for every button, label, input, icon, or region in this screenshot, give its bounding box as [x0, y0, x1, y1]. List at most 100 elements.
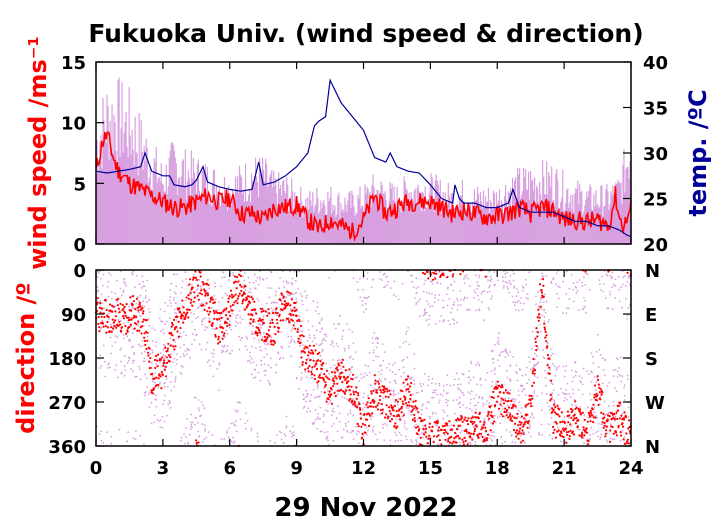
mean-direction-point: [135, 315, 138, 318]
direction-sample-point: [189, 290, 192, 293]
direction-sample-point: [153, 414, 156, 417]
direction-sample-point: [461, 392, 464, 394]
direction-sample-point: [320, 372, 322, 375]
direction-sample-point: [309, 400, 312, 403]
mean-direction-point: [197, 298, 200, 301]
direction-sample-point: [337, 345, 339, 348]
direction-sample-point: [460, 429, 463, 432]
mean-direction-point: [507, 406, 511, 409]
direction-sample-point: [516, 379, 519, 382]
mean-direction-point: [364, 431, 367, 434]
direction-sample-point: [375, 355, 377, 358]
direction-sample-point: [132, 437, 135, 440]
mean-direction-point: [234, 275, 237, 278]
direction-sample-point: [415, 287, 418, 290]
direction-sample-point: [290, 329, 293, 332]
compass-tick-label: N: [645, 437, 660, 458]
direction-sample-point: [435, 412, 437, 415]
mean-direction-point: [459, 418, 462, 421]
mean-direction-point: [363, 413, 366, 416]
mean-direction-point: [566, 410, 570, 413]
mean-direction-point: [514, 422, 517, 425]
mean-direction-point: [529, 399, 532, 402]
direction-sample-point: [135, 375, 138, 378]
mean-direction-point: [513, 416, 516, 419]
direction-sample-point: [520, 407, 523, 409]
direction-sample-point: [361, 300, 364, 302]
mean-direction-point: [470, 417, 473, 420]
mean-direction-point: [213, 312, 216, 315]
direction-sample-point: [500, 351, 502, 354]
mean-direction-point: [572, 419, 575, 422]
direction-sample-point: [329, 366, 332, 369]
direction-sample-point: [167, 403, 170, 406]
mean-direction-point: [552, 431, 555, 434]
direction-sample-point: [209, 364, 212, 367]
mean-direction-point: [555, 422, 558, 425]
direction-sample-point: [348, 357, 351, 359]
mean-direction-point: [262, 322, 265, 325]
mean-direction-point: [99, 301, 102, 305]
direction-sample-point: [266, 342, 269, 345]
direction-sample-point: [589, 438, 591, 441]
direction-sample-point: [438, 271, 441, 273]
mean-direction-point: [553, 428, 556, 431]
direction-sample-point: [501, 405, 504, 408]
direction-sample-point: [407, 270, 409, 273]
direction-sample-point: [206, 361, 209, 364]
direction-sample-point: [369, 384, 372, 387]
mean-direction-point: [549, 393, 552, 397]
direction-sample-point: [249, 288, 252, 290]
direction-tick-label: 270: [48, 393, 86, 414]
direction-sample-point: [246, 348, 249, 351]
direction-sample-point: [360, 377, 363, 379]
direction-sample-point: [606, 385, 609, 387]
mean-direction-point: [500, 397, 503, 400]
direction-tick-label: 0: [73, 261, 86, 282]
mean-direction-point: [590, 411, 593, 414]
direction-sample-point: [431, 397, 433, 399]
direction-sample-point: [385, 276, 388, 278]
date-label: 29 Nov 2022: [274, 493, 457, 523]
direction-sample-point: [350, 366, 353, 368]
direction-sample-point: [360, 373, 363, 376]
direction-sample-point: [382, 273, 385, 276]
direction-sample-point: [534, 358, 537, 361]
mean-direction-point: [510, 399, 513, 403]
direction-sample-point: [612, 401, 615, 403]
direction-sample-point: [488, 286, 491, 289]
mean-direction-point: [514, 431, 518, 434]
direction-sample-point: [390, 389, 392, 392]
mean-direction-point: [229, 289, 233, 292]
mean-direction-point: [567, 421, 570, 424]
direction-sample-point: [130, 272, 133, 275]
direction-sample-point: [319, 406, 322, 409]
direction-sample-point: [621, 283, 624, 286]
mean-direction-point: [146, 331, 149, 334]
mean-direction-point: [469, 436, 472, 439]
direction-sample-point: [599, 353, 602, 356]
direction-sample-point: [555, 283, 557, 286]
mean-direction-point: [322, 379, 325, 382]
direction-sample-point: [541, 314, 544, 317]
mean-direction-point: [366, 418, 369, 421]
mean-direction-point: [612, 432, 615, 435]
direction-sample-point: [179, 346, 181, 349]
mean-direction-point: [211, 322, 214, 325]
mean-direction-point: [574, 422, 578, 425]
mean-direction-point: [121, 303, 124, 307]
direction-sample-point: [179, 355, 182, 358]
direction-sample-point: [326, 389, 329, 392]
direction-sample-point: [512, 279, 515, 282]
mean-direction-point: [199, 271, 202, 274]
direction-sample-point: [195, 333, 198, 336]
direction-sample-point: [218, 362, 221, 365]
direction-sample-point: [533, 392, 535, 394]
direction-sample-point: [305, 294, 308, 297]
direction-sample-point: [436, 418, 439, 421]
mean-direction-point: [502, 391, 505, 394]
mean-direction-point: [598, 391, 602, 394]
direction-sample-point: [128, 305, 131, 308]
mean-direction-point: [187, 294, 190, 297]
direction-sample-point: [431, 382, 433, 385]
